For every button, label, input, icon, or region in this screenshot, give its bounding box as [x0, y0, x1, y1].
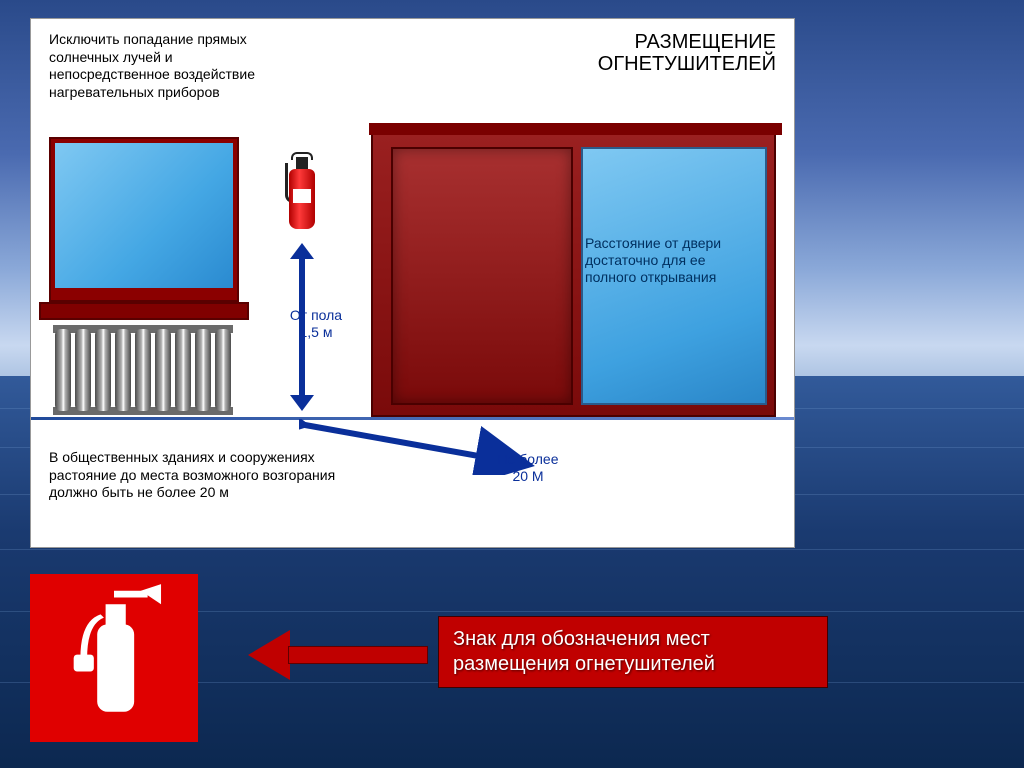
note-top-left: Исключить попадание прямых солнечных луч… [49, 31, 259, 101]
title-line-2: ОГНЕТУШИТЕЛЕЙ [598, 53, 776, 75]
extinguisher-icon [283, 149, 321, 235]
distance-label-2: 20 М [463, 468, 593, 485]
distance-label-1: Не более [463, 451, 593, 468]
window-glass [55, 143, 233, 288]
distance-label: Не более 20 М [463, 451, 593, 485]
left-arrow-icon [248, 630, 428, 680]
height-label: От пола 1,5 м [261, 307, 371, 341]
door-note: Расстояние от двери достаточно для ее по… [585, 235, 755, 285]
window-sill [39, 302, 249, 320]
caption: Знак для обозначения мест размещения огн… [438, 616, 828, 688]
radiator-icon [53, 325, 233, 415]
diagram-panel: РАЗМЕЩЕНИЕ ОГНЕТУШИТЕЛЕЙ Исключить попад… [30, 18, 795, 548]
fire-extinguisher-sign-icon [30, 574, 198, 742]
door-closed [391, 147, 573, 405]
height-label-1: От пола [261, 307, 371, 324]
title-line-1: РАЗМЕЩЕНИЕ [598, 31, 776, 53]
panel-title: РАЗМЕЩЕНИЕ ОГНЕТУШИТЕЛЕЙ [598, 31, 776, 75]
note-bottom-left: В общественных зданиях и сооружениях рас… [49, 449, 349, 502]
height-label-2: 1,5 м [261, 324, 371, 341]
